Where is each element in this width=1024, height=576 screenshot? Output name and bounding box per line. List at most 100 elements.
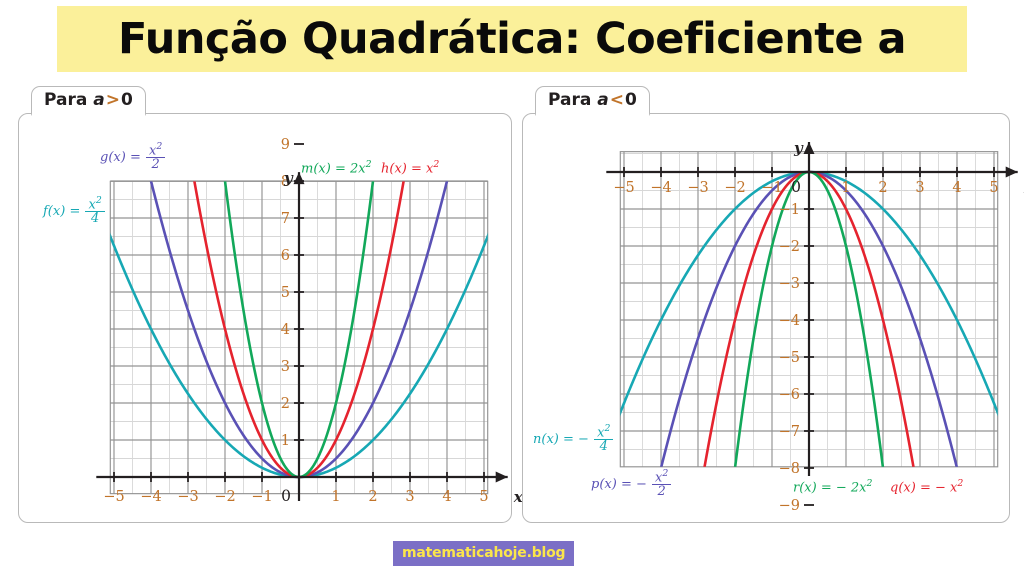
fn-eq-g: = [129, 150, 141, 166]
fn-sign-p: − [635, 477, 647, 493]
x-tick-3: 3 [915, 180, 924, 196]
tab-var-left: a [93, 90, 105, 110]
fn-rhs-r: − 2x [835, 480, 867, 496]
fn-lhs-g: g(x) [100, 150, 126, 166]
x-tick-3: 3 [405, 489, 414, 505]
fn-label-f: f(x) = x2 4 [43, 196, 106, 227]
fn-rhs-exp-m: 2 [365, 159, 372, 170]
page-title: Função Quadrática: Coeficiente a [117, 13, 907, 64]
x-tick-−2: −2 [724, 180, 745, 196]
x-tick-−2: −2 [214, 489, 235, 505]
y-tick-8: 8 [281, 174, 290, 190]
title-banner: Função Quadrática: Coeficiente a [57, 6, 967, 72]
x-tick-4: 4 [442, 489, 451, 505]
chart-positive-a: −5 −4 −3 −2 −1 0 1 2 3 4 5 1 2 3 4 5 6 7 8 9 x y [96, 137, 524, 513]
y-tick-−2: −2 [779, 239, 800, 255]
x-tick-−3: −3 [177, 489, 198, 505]
tab-para-a-positive: Para a>0 [31, 86, 146, 116]
tab-value-right: 0 [625, 90, 637, 110]
y-axis-label: y [283, 169, 294, 187]
fn-eq-f: = [69, 204, 81, 220]
watermark-text: matematicahoje.blog [402, 545, 566, 561]
fn-num-exp-p: 2 [662, 468, 669, 479]
fn-num-exp-n: 2 [604, 423, 611, 434]
tab-label-left: Para a>0 [44, 92, 133, 109]
fn-frac-f: x2 4 [85, 196, 105, 227]
fn-eq-r: = [820, 480, 832, 496]
fn-lhs-q: q(x) [890, 480, 916, 496]
fn-rhs-h: x [426, 161, 434, 177]
panel-negative-a: Para a<0 n(x) = − x2 4 p(x) = − x2 2 r(x… [522, 86, 1024, 523]
y-tick-4: 4 [281, 322, 290, 338]
x-tick-−5: −5 [103, 489, 124, 505]
fn-eq-q: = [919, 480, 931, 496]
fn-lhs-m: m(x) [301, 161, 331, 177]
y-tick-5: 5 [281, 285, 290, 301]
fn-rhs-exp-r: 2 [866, 478, 873, 489]
y-tick-6: 6 [281, 248, 290, 264]
fn-rhs-exp-q: 2 [957, 478, 964, 489]
fn-label-n: n(x) = − x2 4 [533, 423, 614, 454]
panel-positive-a: Para a>0 f(x) = x2 4 g(x) = x2 2 m(x) = … [18, 86, 524, 523]
tab-prefix-left: Para [44, 90, 88, 110]
fn-num-exp-g: 2 [156, 141, 163, 152]
x-tick-2: 2 [368, 489, 377, 505]
y-tick-2: 2 [281, 396, 290, 412]
fn-lhs-h: h(x) [381, 161, 407, 177]
y-tick-−6: −6 [779, 387, 800, 403]
tab-value-left: 0 [121, 90, 133, 110]
fn-rhs-q: − x [934, 480, 958, 496]
fn-eq-p: = [620, 477, 632, 493]
fn-num-base-p: x [655, 470, 663, 486]
x-tick-−5: −5 [613, 180, 634, 196]
fn-den-p: 2 [657, 484, 666, 500]
x-tick-0: 0 [281, 487, 291, 505]
x-tick-−4: −4 [650, 180, 671, 196]
y-tick-−7: −7 [779, 424, 800, 440]
fn-num-n: x2 [594, 423, 614, 441]
fn-sign-n: − [578, 432, 589, 448]
fn-num-base-f: x [88, 197, 96, 213]
fn-num-p: x2 [652, 468, 672, 486]
fn-frac-p: x2 2 [652, 468, 672, 500]
fn-lhs-r: r(x) [793, 480, 817, 496]
fn-frac-g: x2 2 [145, 141, 166, 173]
fn-frac-n: x2 4 [594, 423, 614, 453]
tab-label-right: Para a<0 [548, 92, 637, 109]
fn-eq-n: = [563, 432, 574, 448]
tab-op-left: > [105, 90, 120, 110]
y-tick-9: 9 [281, 137, 290, 153]
watermark-badge: matematicahoje.blog [393, 541, 575, 566]
y-tick-3: 3 [281, 359, 290, 375]
fn-label-g: g(x) = x2 2 [100, 141, 166, 173]
x-tick-1: 1 [331, 489, 340, 505]
fn-num-base-n: x [597, 425, 605, 441]
fn-label-p: p(x) = − x2 2 [591, 468, 672, 500]
fn-den-g: 2 [151, 157, 160, 173]
fn-num-g: x2 [145, 141, 166, 159]
x-tick-5: 5 [479, 489, 488, 505]
y-tick-−3: −3 [779, 276, 800, 292]
tab-para-a-negative: Para a<0 [535, 86, 650, 116]
fn-num-base-g: x [148, 143, 157, 159]
fn-den-f: 4 [90, 211, 100, 227]
fn-label-r: r(x) = − 2x2 [793, 478, 873, 496]
x-tick-−3: −3 [687, 180, 708, 196]
y-tick-−9: −9 [779, 498, 800, 514]
fn-label-q: q(x) = − x2 [890, 478, 964, 496]
y-tick-−8: −8 [779, 461, 800, 477]
fn-lhs-n: n(x) [533, 432, 559, 448]
x-tick-5: 5 [989, 180, 998, 196]
fn-rhs-m: 2x [350, 161, 366, 177]
x-tick-2: 2 [878, 180, 887, 196]
x-axis-label: x [513, 488, 524, 506]
x-axis-label: x [1023, 179, 1024, 197]
fn-lhs-p: p(x) [591, 477, 617, 493]
fn-num-f: x2 [85, 196, 105, 213]
fn-rhs-exp-h: 2 [433, 159, 440, 170]
x-tick-4: 4 [952, 180, 961, 196]
fn-eq-m: = [334, 161, 346, 177]
tab-prefix-right: Para [548, 90, 592, 110]
